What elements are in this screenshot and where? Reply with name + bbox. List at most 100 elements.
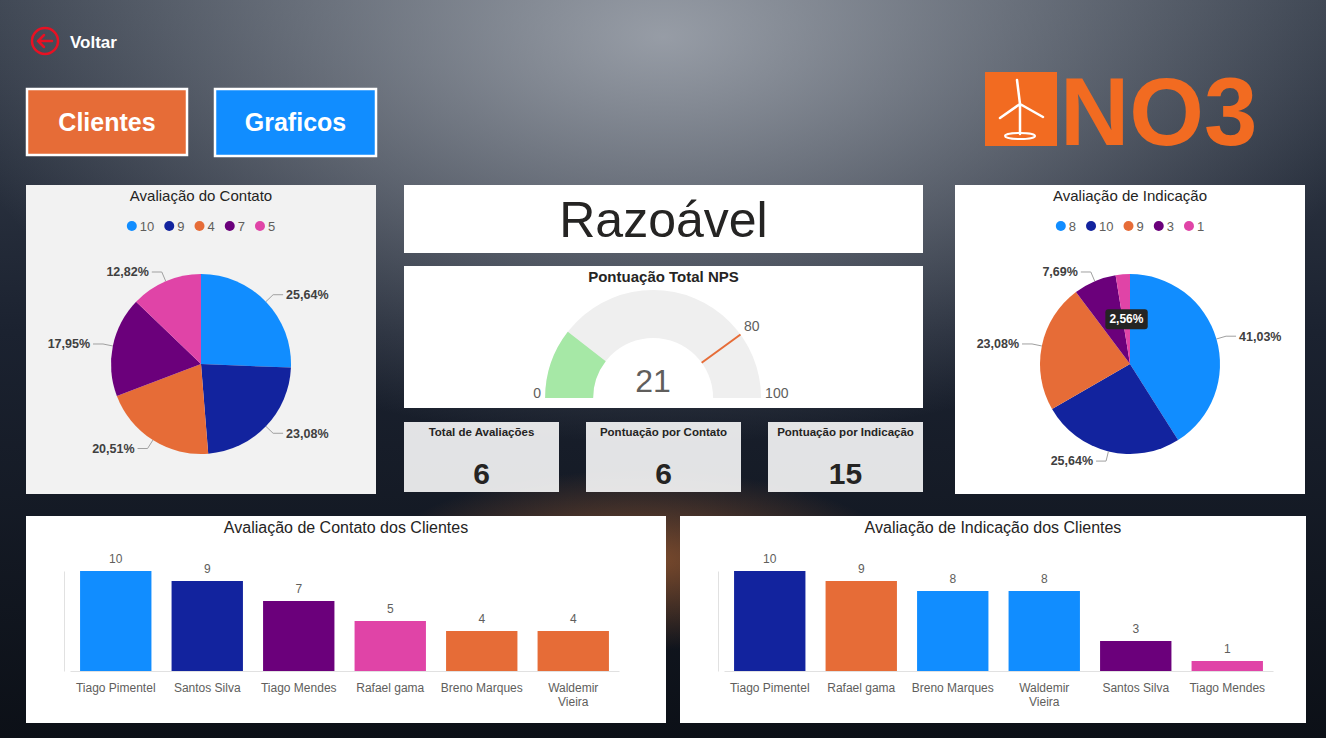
leader-line — [266, 295, 283, 302]
legend-swatch — [164, 221, 174, 231]
kpi-card: Total de Avaliações6 — [404, 422, 559, 492]
tick: Rafael gama — [356, 671, 424, 695]
leader-line — [152, 272, 166, 281]
data-label: 4 — [570, 612, 577, 626]
x-axis: Tiago PimentelSantos SilvaTiago MendesRa… — [71, 671, 620, 709]
axis-line — [725, 671, 1274, 672]
data-label: 20,51% — [92, 442, 134, 456]
leader-line — [1216, 336, 1236, 339]
data-label: 5 — [387, 602, 394, 616]
data-label: 4 — [478, 612, 485, 626]
tick-label: 100 — [765, 385, 789, 401]
bar — [538, 631, 609, 671]
bar — [734, 571, 805, 671]
bar — [172, 581, 243, 671]
tick-label: Tiago Mendes — [1189, 681, 1265, 695]
tick: Breno Marques — [441, 671, 523, 695]
y-axis — [64, 572, 65, 672]
bars — [80, 571, 609, 671]
nav-button[interactable]: Clientes — [27, 89, 187, 155]
legend-swatch — [1184, 221, 1194, 231]
data-labels: 41,03%25,64%23,08%7,69%2,56% — [977, 265, 1282, 468]
logo-base — [1005, 133, 1035, 139]
status-card: Razoável — [404, 185, 923, 253]
pie-slice — [201, 364, 291, 454]
y-axis — [718, 572, 719, 672]
data-label: 10 — [109, 552, 123, 566]
data-label: 9 — [858, 562, 865, 576]
legend-swatch — [195, 221, 205, 231]
bar — [80, 571, 151, 671]
kpi-card: Pontuação por Indicação15 — [768, 422, 923, 492]
data-label: 10 — [763, 552, 777, 566]
data-label: 2,56% — [1109, 312, 1143, 326]
kpi-title: Pontuação por Contato — [600, 426, 727, 438]
chart-title: Avaliação do Contato — [130, 187, 272, 204]
leader-line — [1081, 272, 1095, 281]
button-label[interactable]: Clientes — [58, 108, 155, 136]
tick-label: Santos Silva — [174, 681, 241, 695]
kpi-value: 15 — [829, 457, 862, 490]
card — [955, 185, 1305, 494]
back-label[interactable]: Voltar — [70, 33, 117, 52]
bar — [355, 621, 426, 671]
bar — [1192, 661, 1263, 671]
status-text: Razoável — [559, 192, 767, 248]
data-label: 41,03% — [1239, 330, 1281, 344]
legend-swatch — [225, 221, 235, 231]
card — [26, 185, 376, 494]
axis-line — [718, 572, 719, 672]
kpi-value: 6 — [473, 457, 490, 490]
stage: Voltar Clientes Graficos NO3 Razoável Total d… — [0, 0, 1326, 738]
card — [768, 422, 923, 492]
data-label: 7,69% — [1042, 265, 1077, 279]
button-box[interactable] — [215, 89, 376, 156]
nav-button[interactable]: Graficos — [215, 89, 376, 156]
legend-label: 7 — [238, 219, 245, 234]
tick: Tiago Mendes — [1189, 671, 1265, 695]
bar — [917, 591, 988, 671]
leader-line — [138, 440, 153, 448]
gauge-value — [545, 332, 606, 398]
bar — [1100, 641, 1171, 671]
card — [404, 422, 559, 492]
x-axis: Tiago PimentelRafael gamaBreno MarquesWa… — [725, 671, 1274, 709]
chart-title: Pontuação Total NPS — [588, 268, 739, 285]
legend-label: 10 — [140, 219, 154, 234]
data-label: 8 — [1041, 572, 1048, 586]
logo-text: NO3 — [1060, 58, 1257, 165]
legend-swatch — [127, 221, 137, 231]
bars — [734, 571, 1263, 671]
tick: Rafael gama — [827, 671, 895, 695]
tick-label: Tiago Pimentel — [730, 681, 810, 695]
tick-label: Santos Silva — [1102, 681, 1169, 695]
back-arrow[interactable] — [38, 35, 52, 47]
tick-label: Rafael gama — [827, 681, 895, 695]
text-line: Waldemir — [548, 681, 598, 695]
data-label: 17,95% — [48, 337, 90, 351]
tick: WaldemirVieira — [548, 671, 598, 709]
button-label[interactable]: Graficos — [245, 108, 346, 136]
background-glow — [0, 0, 1326, 738]
tick: Tiago Pimentel — [730, 671, 810, 695]
text-line: Waldemir — [1019, 681, 1069, 695]
logo-box — [985, 72, 1057, 146]
card — [26, 516, 666, 723]
legend-swatch — [1154, 221, 1164, 231]
data-label: 7 — [295, 582, 302, 596]
back-button[interactable]: Voltar — [32, 28, 117, 54]
logo: NO3 — [985, 58, 1257, 165]
target-label: 80 — [744, 318, 760, 334]
card — [586, 422, 741, 492]
back-icon[interactable] — [32, 28, 58, 54]
legend: 810931 — [1056, 219, 1204, 234]
tick-label: WaldemirVieira — [548, 681, 598, 709]
pie — [111, 274, 291, 454]
card — [404, 185, 923, 253]
text-line: Vieira — [558, 695, 589, 709]
legend-swatch — [255, 221, 265, 231]
legend-label: 3 — [1167, 219, 1174, 234]
tick: Tiago Pimentel — [76, 671, 156, 695]
button-box[interactable] — [27, 89, 187, 155]
legend: 109475 — [127, 219, 275, 234]
